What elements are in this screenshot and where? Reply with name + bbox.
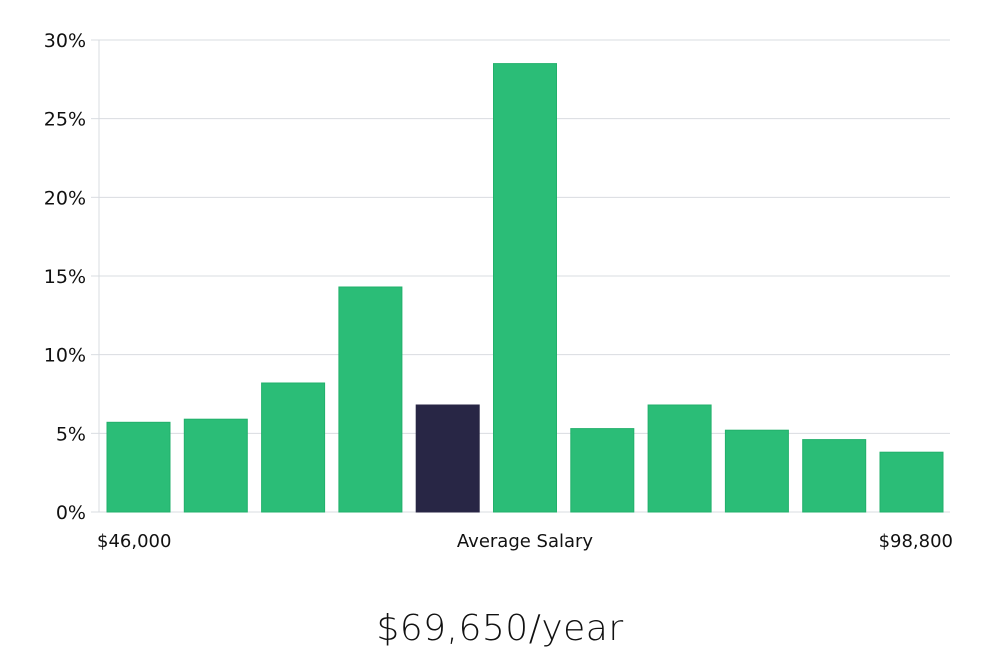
bars	[106, 63, 944, 513]
bar	[261, 382, 326, 513]
bar	[106, 421, 171, 513]
bar	[724, 429, 789, 513]
x-axis-min-label: $46,000	[97, 531, 171, 552]
y-axis-ticks: 0% 5% 10% 15% 20% 25% 30%	[44, 30, 99, 524]
bar	[183, 418, 248, 513]
bar	[647, 404, 712, 513]
y-tick-label: 10%	[44, 345, 86, 367]
y-tick-label: 0%	[56, 502, 86, 524]
bar-average-salary	[415, 404, 480, 513]
bar	[338, 286, 403, 513]
y-tick-label: 30%	[44, 30, 86, 52]
salary-distribution-chart: 0% 5% 10% 15% 20% 25% 30% $46,000 Average Sala…	[44, 30, 953, 552]
y-tick-label: 5%	[56, 423, 86, 445]
bar	[879, 451, 944, 513]
average-salary-value: $69,650/year	[376, 608, 624, 649]
x-axis-max-label: $98,800	[879, 531, 953, 552]
y-tick-label: 20%	[44, 187, 86, 209]
x-axis-title: Average Salary	[457, 531, 594, 552]
y-tick-label: 25%	[44, 109, 86, 131]
bar	[802, 439, 867, 513]
bar	[570, 428, 635, 513]
bar	[493, 63, 557, 513]
y-tick-label: 15%	[44, 266, 86, 288]
